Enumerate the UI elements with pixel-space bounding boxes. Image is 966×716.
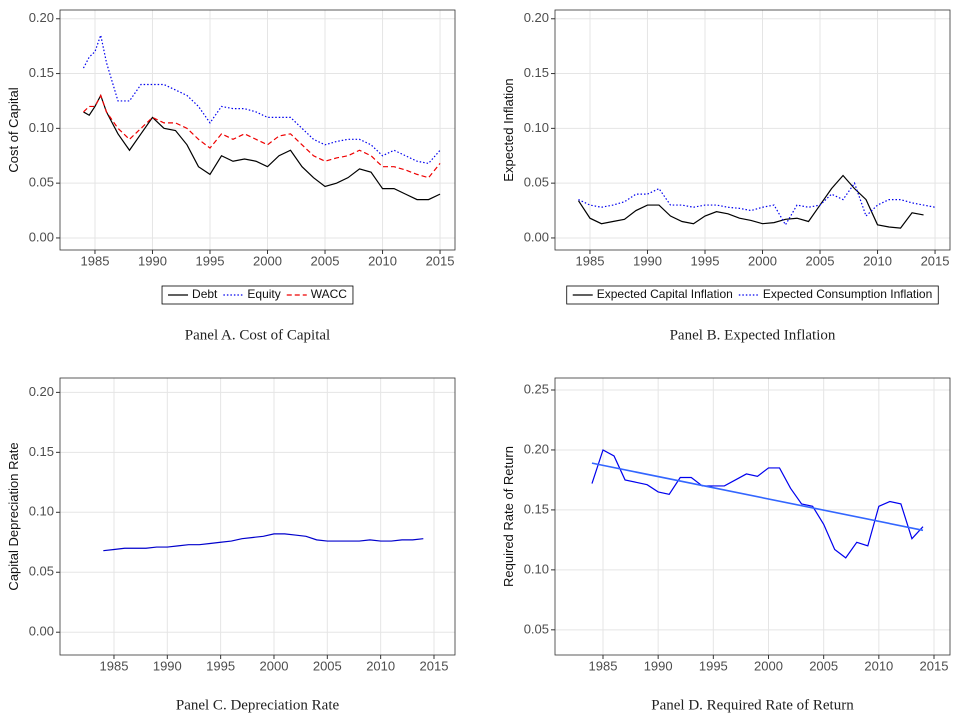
y-tick-label: 0.20 — [29, 10, 54, 25]
y-tick-label: 0.10 — [524, 561, 549, 576]
y-tick-label: 0.05 — [524, 175, 549, 190]
x-tick-label: 2010 — [864, 659, 893, 674]
x-tick-label: 1995 — [196, 254, 225, 269]
y-tick-label: 0.05 — [29, 175, 54, 190]
x-tick-label: 2005 — [809, 659, 838, 674]
y-tick-label: 0.00 — [29, 624, 54, 639]
x-tick-label: 2005 — [311, 254, 340, 269]
x-tick-label: 2005 — [313, 659, 342, 674]
panel-caption: Panel B. Expected Inflation — [670, 327, 836, 343]
legend: Expected Capital Inflation Expected Consu… — [566, 285, 939, 305]
plot-background — [555, 378, 950, 655]
y-tick-label: 0.20 — [524, 441, 549, 456]
x-tick-label: 1985 — [81, 254, 110, 269]
series-line — [82, 32, 441, 165]
y-tick-label: 0.10 — [29, 120, 54, 135]
x-tick-label: 1985 — [589, 659, 618, 674]
x-tick-label: 1990 — [633, 254, 662, 269]
y-axis-label: Expected Inflation — [501, 78, 516, 181]
legend-box — [566, 285, 939, 305]
plot-background — [60, 10, 455, 250]
panel-caption: Panel C. Depreciation Rate — [176, 697, 340, 713]
plot-border — [59, 377, 456, 656]
trend-line — [591, 462, 924, 532]
legend: Debt Equity WACC — [161, 285, 354, 305]
x-tick-label: 1995 — [206, 659, 235, 674]
y-tick-label: 0.15 — [524, 501, 549, 516]
series-line — [577, 174, 924, 229]
y-tick-label: 0.10 — [524, 120, 549, 135]
y-tick-label: 0.05 — [29, 564, 54, 579]
x-tick-label: 2010 — [368, 254, 397, 269]
legend-label: WACC — [311, 287, 348, 301]
x-tick-label: 2015 — [426, 254, 455, 269]
y-tick-label: 0.15 — [524, 65, 549, 80]
y-tick-label: 0.00 — [524, 229, 549, 244]
panel-caption: Panel D. Required Rate of Return — [651, 697, 854, 713]
x-tick-label: 1990 — [644, 659, 673, 674]
y-axis-label: Cost of Capital — [6, 87, 21, 172]
legend-label: Expected Capital Inflation — [597, 287, 733, 301]
y-tick-label: 0.05 — [524, 621, 549, 636]
panel-caption: Panel A. Cost of Capital — [185, 327, 330, 343]
x-tick-label: 1990 — [138, 254, 167, 269]
series-line — [591, 449, 924, 559]
x-tick-label: 2000 — [253, 254, 282, 269]
x-tick-label: 1995 — [691, 254, 720, 269]
x-tick-label: 2005 — [806, 254, 835, 269]
y-axis-label: Capital Depreciation Rate — [6, 442, 21, 590]
legend-label: Equity — [247, 287, 280, 301]
x-tick-label: 1995 — [699, 659, 728, 674]
plot-border — [59, 9, 456, 251]
plot-background — [60, 378, 455, 655]
x-tick-label: 1985 — [576, 254, 605, 269]
x-tick-label: 2000 — [748, 254, 777, 269]
x-tick-label: 1990 — [153, 659, 182, 674]
plot-border — [554, 377, 951, 656]
legend-label: Expected Consumption Inflation — [763, 287, 932, 301]
y-tick-label: 0.15 — [29, 444, 54, 459]
plot-background — [555, 10, 950, 250]
legend-box — [161, 285, 354, 305]
x-tick-label: 2010 — [863, 254, 892, 269]
x-tick-label: 2015 — [920, 659, 949, 674]
y-tick-label: 0.00 — [29, 229, 54, 244]
y-axis-label: Required Rate of Return — [501, 446, 516, 587]
series-line — [83, 93, 441, 201]
y-tick-label: 0.20 — [524, 10, 549, 25]
y-tick-label: 0.10 — [29, 504, 54, 519]
series-line — [83, 93, 441, 179]
series-line — [103, 533, 424, 552]
plot-border — [554, 9, 951, 251]
x-tick-label: 2015 — [921, 254, 950, 269]
y-tick-label: 0.20 — [29, 384, 54, 399]
x-tick-label: 1985 — [100, 659, 129, 674]
x-tick-label: 2015 — [420, 659, 449, 674]
x-tick-label: 2010 — [366, 659, 395, 674]
x-tick-label: 2000 — [754, 659, 783, 674]
y-tick-label: 0.25 — [524, 381, 549, 396]
legend-label: Debt — [192, 287, 218, 301]
y-tick-label: 0.15 — [29, 65, 54, 80]
x-tick-label: 2000 — [260, 659, 289, 674]
series-line — [578, 181, 936, 226]
